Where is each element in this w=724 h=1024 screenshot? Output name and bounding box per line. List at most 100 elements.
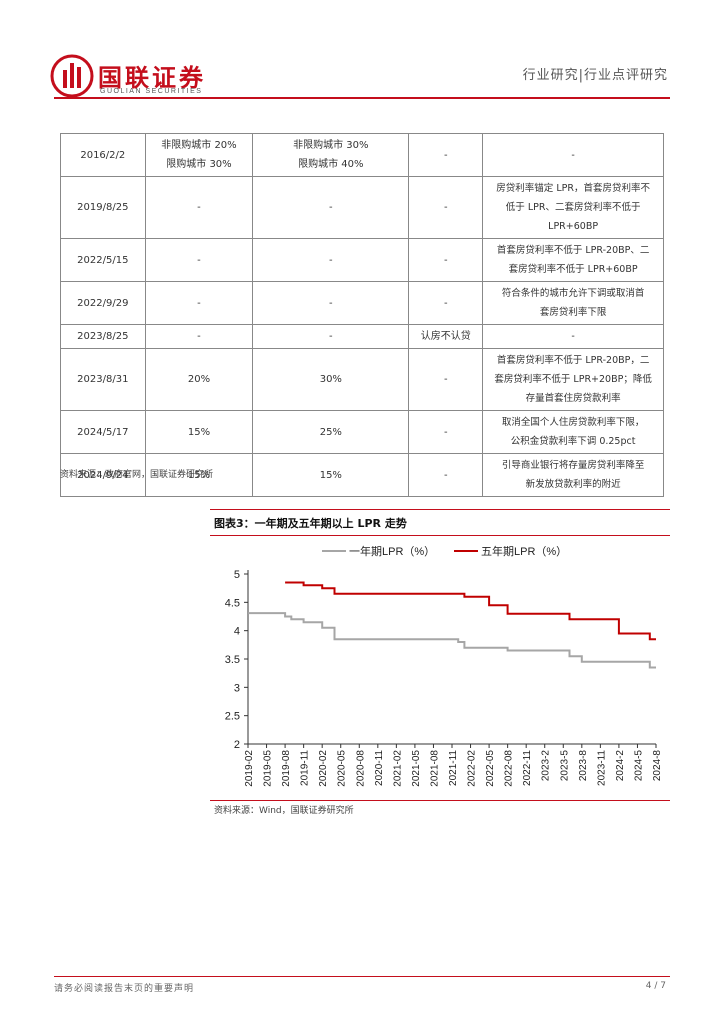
cell-line: - [443, 202, 448, 213]
date-cell: 2024/9/24 [60, 453, 146, 497]
cell-line: - [197, 254, 201, 266]
table-cell: - [482, 324, 664, 349]
cell-line: 新发放贷款利率的附近 [525, 479, 621, 490]
x-tick-label: 2024-8 [652, 750, 663, 782]
cell-line: 低于 LPR、二套房贷利率不低于 [505, 202, 641, 213]
cell-line: 公积金贷款利率下调 0.25pct [510, 436, 636, 447]
x-tick-label: 2022-11 [522, 750, 533, 786]
date-cell: 2024/5/17 [60, 410, 146, 454]
figure-source-note: 资料来源：Wind，国联证券研究所 [214, 806, 354, 816]
cell-line: - [443, 469, 448, 481]
table-cell: - [144, 324, 254, 349]
table-cell: 引导商业银行将存量房贷利率降至 新发放贷款利率的附近 [482, 453, 664, 497]
cell-line: 认房不认贷 [420, 331, 471, 342]
table-cell: - [144, 176, 254, 239]
date-cell: 2023/8/25 [60, 324, 146, 349]
table-row: 2016/2/2 非限购城市 20% 限购城市 30% 非限购城市 30% 限购城市 4… [60, 133, 664, 177]
table-cell: - [408, 133, 484, 177]
logo-english-name: GUOLIAN SECURITIES [100, 88, 203, 95]
footer-disclaimer: 请务必阅读报告末页的重要声明 [54, 984, 195, 994]
x-tick-label: 2019-02 [244, 750, 255, 787]
cell-line: - [329, 331, 333, 342]
table-cell: - [252, 324, 410, 349]
y-tick-label: 4 [234, 626, 240, 638]
x-tick-label: 2023-11 [596, 750, 607, 786]
table-row: 2023/8/31 20% 30% - 首套房贷利率不低于 LPR-20BP，二 套房贷利… [60, 348, 664, 411]
x-tick-label: 2021-08 [429, 750, 440, 787]
x-tick-label: 2021-11 [448, 750, 459, 786]
cell-line: - [443, 254, 448, 266]
table-cell: - [408, 176, 484, 239]
cell-line: - [443, 297, 448, 309]
table-cell: - [408, 348, 484, 411]
figure-top-rule [210, 509, 670, 510]
table-cell: - [144, 281, 254, 325]
cell-line: 房贷利率锚定 LPR，首套房贷利率不 [496, 183, 650, 194]
table-cell: 认房不认贷 [408, 324, 484, 349]
logo-chinese-name: 国联证券 [98, 64, 206, 92]
x-tick-label: 2020-08 [355, 750, 366, 787]
cell-line: 非限购城市 20% [161, 140, 237, 151]
cell-line: 非限购城市 30% [293, 140, 369, 151]
table-cell: 取消全国个人住房贷款利率下限， 公积金贷款利率下调 0.25pct [482, 410, 664, 454]
y-tick-label: 5 [234, 569, 240, 581]
header-divider [54, 97, 670, 99]
x-tick-label: 2020-11 [374, 750, 385, 786]
table-row: 2019/8/25 - - - 房贷利率锚定 LPR，首套房贷利率不 低于 LPR、二套房… [60, 176, 664, 239]
table-cell: - [144, 238, 254, 282]
cell-line: 取消全国个人住房贷款利率下限， [501, 417, 645, 428]
series-line-five-year [285, 581, 656, 641]
cell-line: 25% [319, 426, 342, 438]
x-tick-label: 2020-05 [337, 750, 348, 787]
x-tick-label: 2019-05 [263, 750, 274, 787]
table-row: 2024/5/17 15% 25% - 取消全国个人住房贷款利率下限， 公积金贷款利率下调… [60, 410, 664, 454]
table-cell: 首套房贷利率不低于 LPR-20BP、二 套房贷利率不低于 LPR+60BP [482, 238, 664, 282]
cell-line: 套房贷利率不低于 LPR+20BP；降低 [494, 374, 652, 385]
cell-line: - [329, 297, 333, 309]
cell-line: 限购城市 30% [166, 159, 232, 170]
table-cell: 15% [252, 453, 410, 497]
cell-line: - [571, 331, 575, 342]
lpr-line-chart: 5 4.5 4 3.5 3 2.5 2 2019-02 2019-05 2019-08 2019-1… [225, 544, 663, 787]
x-tick-label: 2023-5 [559, 750, 570, 782]
report-category: 行业研究|行业点评研究 [522, 68, 668, 83]
legend-label: 五年期LPR（%） [481, 544, 567, 558]
figure-bottom-rule [210, 800, 670, 801]
table-cell: 30% [252, 348, 410, 411]
table-cell: 15% [144, 453, 254, 497]
x-tick-label: 2022-05 [485, 750, 496, 787]
table-cell: - [252, 176, 410, 239]
table-cell: - [408, 238, 484, 282]
cell-line: 20% [187, 374, 211, 385]
table-row: 2024/9/24 15% 15% - 引导商业银行将存量房贷利率降至 新发放贷款利率的附… [60, 453, 664, 497]
table-row: 2022/5/15 - - - 首套房贷利率不低于 LPR-20BP、二 套房贷利率不低于… [60, 238, 664, 282]
x-tick-label: 2022-08 [504, 750, 515, 787]
date-cell: 2022/9/29 [60, 281, 146, 325]
cell-line: 引导商业银行将存量房贷利率降至 [501, 460, 645, 471]
table-row: 2022/9/29 - - - 符合条件的城市允许下调或取消首 套房贷利率下限 [60, 281, 664, 325]
cell-line: - [197, 331, 201, 342]
table-source-note: 资料来源：政府官网，国联证券研究所 [60, 470, 214, 480]
logo-emblem-icon [50, 54, 94, 98]
figure-title: 图表3：一年期及五年期以上 LPR 走势 [214, 517, 407, 530]
date-cell: 2023/8/31 [60, 348, 146, 411]
x-tick-label: 2024-2 [615, 750, 626, 782]
x-tick-label: 2021-05 [411, 750, 422, 787]
table-row: 2023/8/25 - - 认房不认贷 - [60, 324, 664, 349]
cell-line: - [571, 149, 575, 161]
cell-line: 15% [187, 426, 211, 438]
cell-line: - [329, 202, 333, 213]
footer-divider [54, 976, 670, 977]
company-logo: 国联证券 GUOLIAN SECURITIES [50, 54, 230, 100]
y-tick-label: 2 [234, 739, 240, 751]
cell-line: 首套房贷利率不低于 LPR-20BP，二 [496, 355, 650, 366]
table-cell: 首套房贷利率不低于 LPR-20BP，二 套房贷利率不低于 LPR+20BP；降低… [482, 348, 664, 411]
table-cell: 25% [252, 410, 410, 454]
cell-line: 符合条件的城市允许下调或取消首 [501, 288, 645, 299]
cell-line: 15% [319, 469, 342, 481]
x-tick-label: 2020-02 [318, 750, 329, 787]
table-cell: 房贷利率锚定 LPR，首套房贷利率不 低于 LPR、二套房贷利率不低于 LPR+60… [482, 176, 664, 239]
cell-line: - [197, 202, 201, 213]
table-cell: - [482, 133, 664, 177]
cell-line: 30% [319, 374, 342, 385]
